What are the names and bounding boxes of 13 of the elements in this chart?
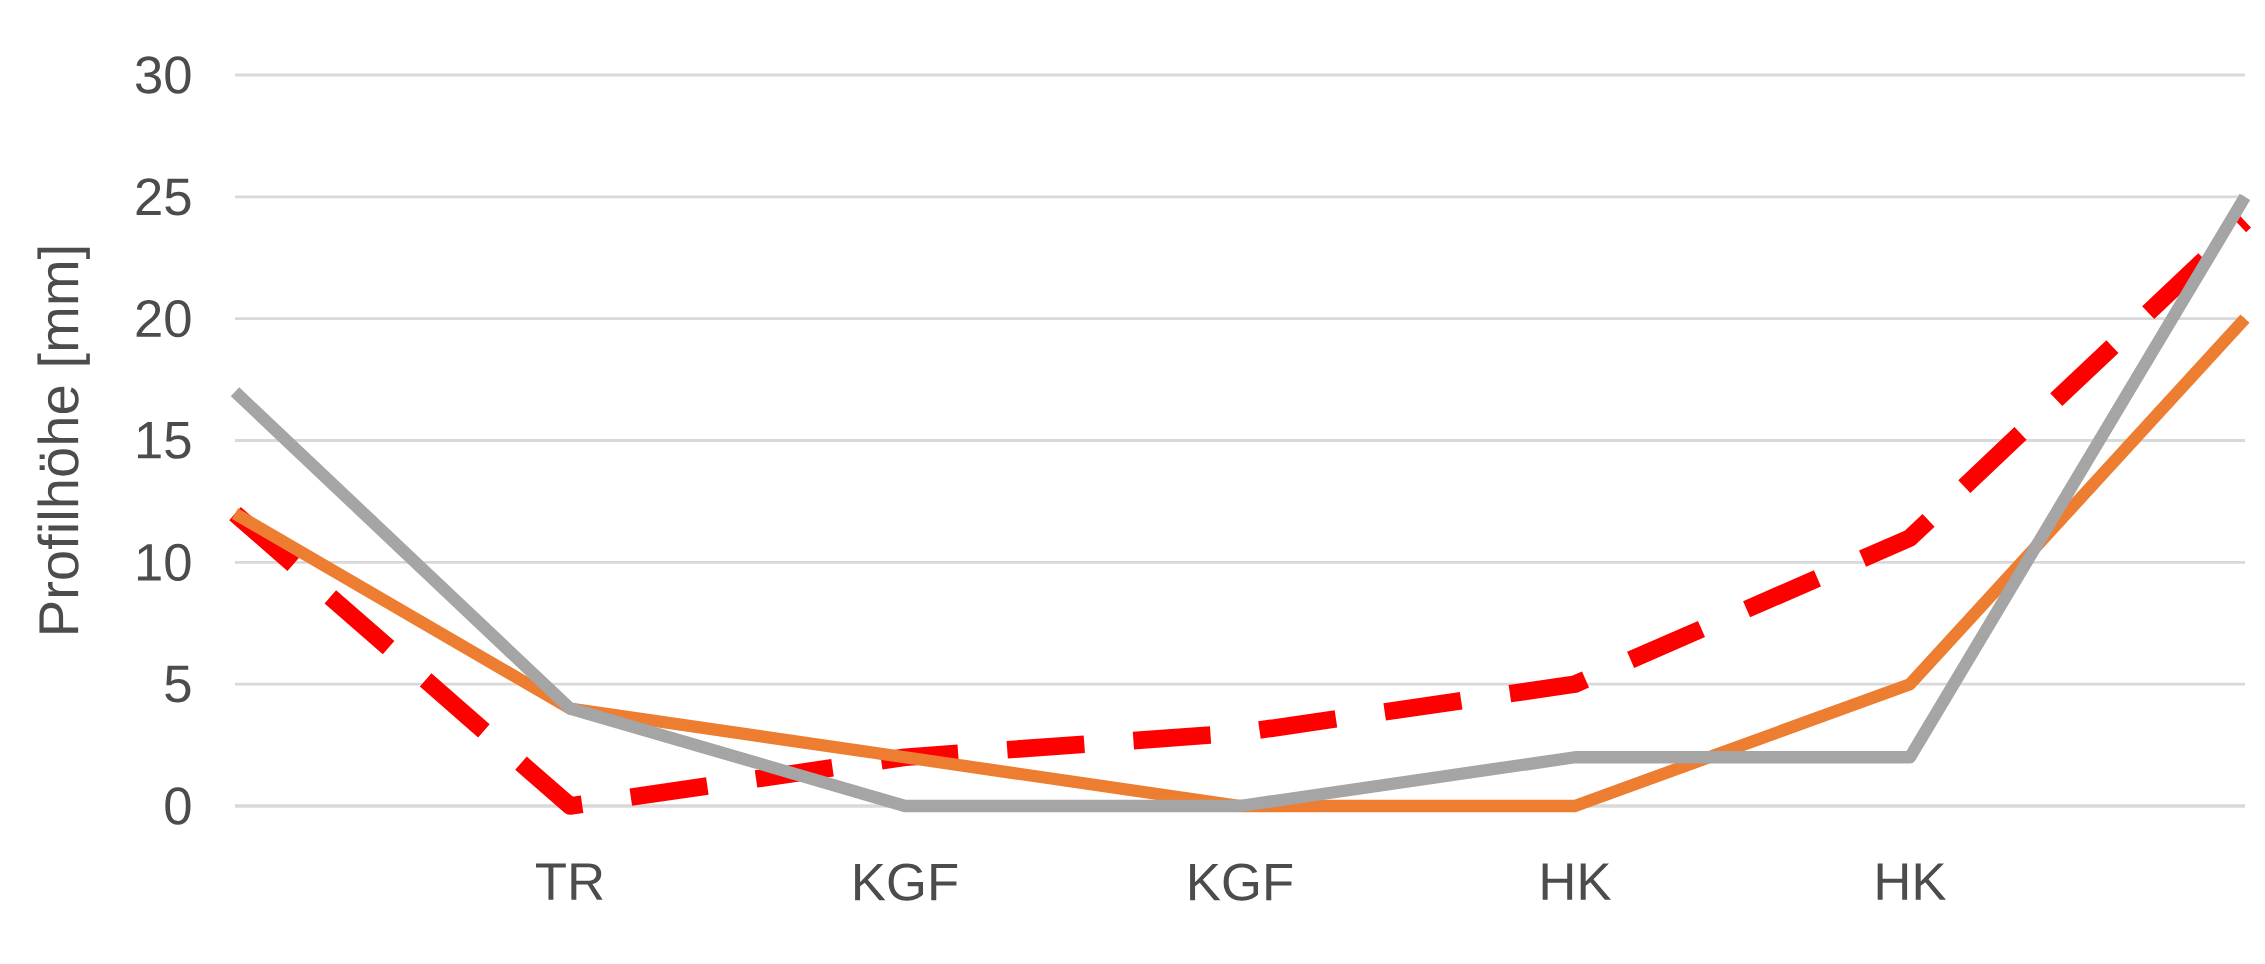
- y-tick-label: 0: [165, 787, 191, 825]
- y-tick-label: 5: [165, 665, 191, 703]
- y-axis-title: Profilhöhe [mm]: [37, 247, 90, 633]
- x-tick-label: KGF: [855, 863, 958, 901]
- y-tick-label: 30: [135, 56, 191, 94]
- x-tick-label: TR: [536, 863, 603, 900]
- y-tick-label: 10: [137, 543, 191, 581]
- y-tick-label: 15: [137, 422, 191, 459]
- x-tick-label: HK: [1877, 863, 1946, 900]
- y-tick-label: 25: [136, 178, 191, 216]
- y-tick-label: 20: [136, 299, 191, 338]
- x-tick-label: HK: [1542, 863, 1611, 900]
- x-tick-label: KGF: [1190, 863, 1293, 901]
